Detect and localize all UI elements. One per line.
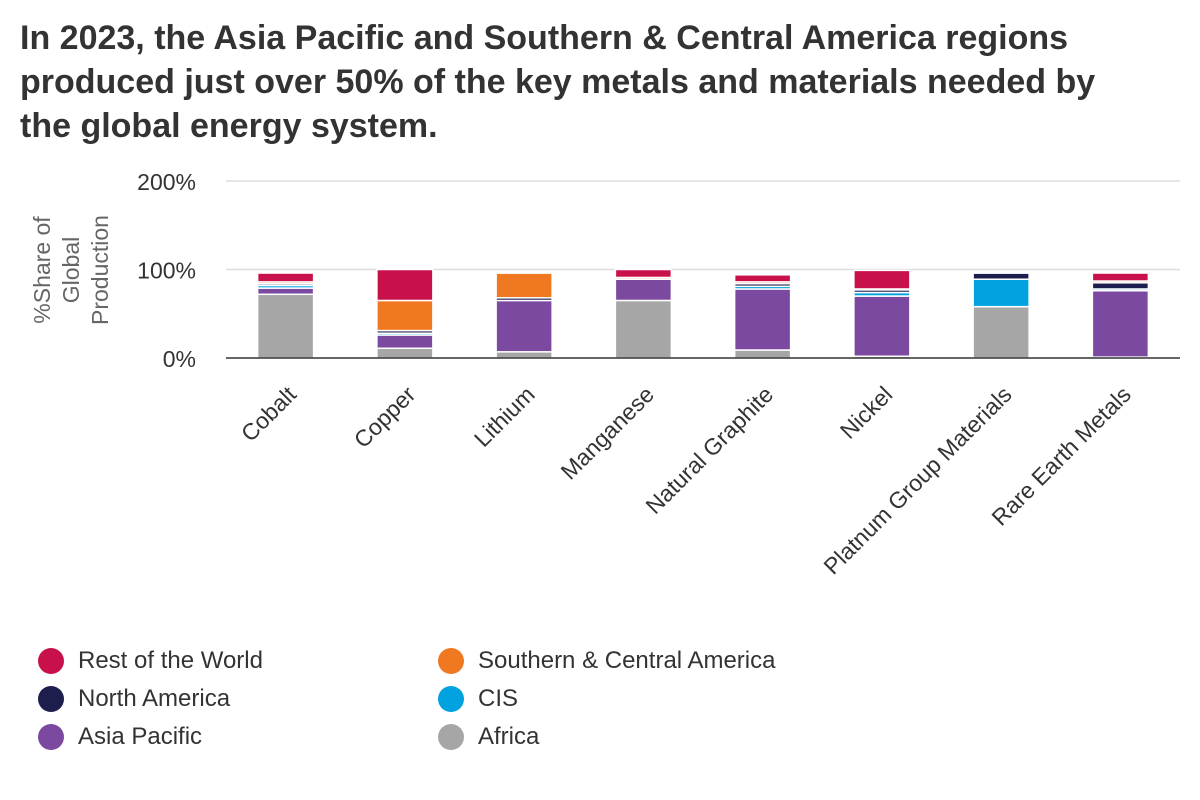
chart-title: In 2023, the Asia Pacific and Southern &… — [20, 19, 1096, 145]
y-axis-label: %Share of Global Production — [29, 215, 113, 325]
bar-copper-africa[interactable] — [376, 347, 434, 359]
bar-manganese-rest-of-the-world[interactable] — [614, 268, 673, 279]
legend-item-rest-of-the-world[interactable]: Rest of the World — [38, 646, 438, 676]
x-tick-label: Cobalt — [236, 381, 302, 447]
bar-copper-southern-central-america[interactable] — [376, 299, 434, 332]
bar-cobalt-rest-of-the-world[interactable] — [256, 272, 315, 283]
bar-platnum-group-materials-cis[interactable] — [972, 278, 1030, 308]
bar-platnum-group-materials-africa[interactable] — [972, 305, 1030, 359]
y-tick-label: 100% — [137, 258, 196, 284]
legend-swatch — [38, 686, 64, 712]
y-tick-label: 0% — [163, 346, 196, 372]
bar-cobalt-asia-pacific[interactable] — [256, 287, 315, 296]
bars — [256, 268, 1150, 359]
x-tick-label: Copper — [349, 381, 421, 453]
legend-label: Africa — [478, 723, 540, 750]
bar-platnum-group-materials-southern-central-america[interactable] — [972, 271, 1030, 274]
bar-copper-asia-pacific[interactable] — [376, 334, 434, 350]
legend-label: North America — [78, 685, 231, 712]
axes: 0% 100% 200% %Share of Global Production Cobal… — [29, 169, 1180, 579]
legend-item-cis[interactable]: CIS — [438, 684, 838, 714]
legend-swatch — [438, 724, 464, 750]
bar-manganese-asia-pacific[interactable] — [614, 278, 673, 302]
legend-swatch — [38, 724, 64, 750]
bar-nickel-asia-pacific[interactable] — [853, 295, 911, 357]
stacked-bar-chart: 0% 100% 200% %Share of Global Production Cobal… — [29, 169, 1180, 579]
legend-swatch — [438, 648, 464, 674]
legend-item-africa[interactable]: Africa — [438, 722, 838, 752]
legend-item-southern-central-america[interactable]: Southern & Central America — [438, 646, 838, 676]
bar-nickel-rest-of-the-world[interactable] — [853, 269, 911, 290]
legend: Rest of the World Southern & Central Ame… — [38, 646, 858, 752]
bar-rare-earth-metals-asia-pacific[interactable] — [1091, 289, 1150, 358]
legend-swatch — [38, 648, 64, 674]
x-tick-label: Manganese — [556, 381, 659, 484]
legend-label: CIS — [478, 685, 519, 712]
bar-lithium-africa[interactable] — [495, 351, 553, 359]
x-tick-label: Nickel — [835, 381, 898, 444]
bar-cobalt-africa[interactable] — [256, 293, 315, 359]
bar-natural-graphite-rest-of-the-world[interactable] — [733, 274, 792, 283]
x-tick-label: Lithium — [469, 381, 540, 452]
legend-item-asia-pacific[interactable]: Asia Pacific — [38, 722, 438, 752]
bar-rare-earth-metals-rest-of-the-world[interactable] — [1091, 272, 1150, 282]
bar-manganese-africa[interactable] — [614, 299, 673, 359]
x-tick-label: Natural Graphite — [640, 381, 778, 519]
bar-lithium-asia-pacific[interactable] — [495, 299, 553, 353]
bar-natural-graphite-asia-pacific[interactable] — [733, 288, 792, 351]
bar-lithium-southern-central-america[interactable] — [495, 272, 553, 299]
legend-label: Southern & Central America — [478, 647, 776, 674]
legend-swatch — [438, 686, 464, 712]
bar-platnum-group-materials-north-america[interactable] — [972, 272, 1030, 280]
bar-rare-earth-metals-north-america[interactable] — [1091, 282, 1150, 290]
legend-item-north-america[interactable]: North America — [38, 684, 438, 714]
bar-copper-rest-of-the-world[interactable] — [376, 268, 434, 302]
bar-natural-graphite-africa[interactable] — [733, 349, 792, 359]
bar-lithium-rest-of-the-world[interactable] — [495, 271, 553, 274]
legend-label: Asia Pacific — [78, 723, 203, 750]
legend-label: Rest of the World — [78, 647, 263, 674]
y-tick-label: 200% — [137, 169, 196, 195]
gridlines — [226, 180, 1180, 271]
